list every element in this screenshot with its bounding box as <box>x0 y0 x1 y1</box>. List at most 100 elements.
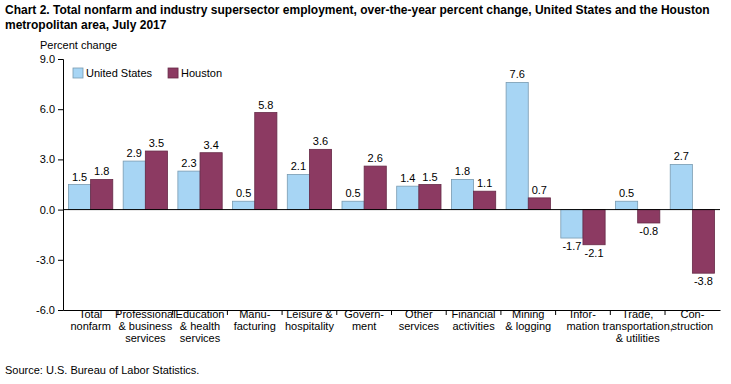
bar <box>397 186 419 209</box>
data-label: -1.7 <box>562 240 581 252</box>
x-tick-label: Trade,transportation,& utilities <box>603 308 673 344</box>
y-tick: 0.0 <box>40 204 63 216</box>
x-tick-label: Govern-ment <box>344 308 384 332</box>
x-tick: Govern-ment <box>344 308 384 332</box>
data-label: 2.3 <box>181 157 196 169</box>
legend-item: United States <box>73 67 153 79</box>
data-label: 5.8 <box>258 99 273 111</box>
y-tick-mark <box>58 109 63 110</box>
data-label: -3.8 <box>694 275 713 287</box>
x-tick-label: Totalnonfarm <box>70 308 110 332</box>
data-label: 0.7 <box>532 184 547 196</box>
bar <box>287 174 309 209</box>
bar <box>364 166 386 210</box>
y-tick-mark <box>58 210 63 211</box>
x-tick: Otherservices <box>399 308 440 332</box>
data-label: 1.5 <box>422 171 437 183</box>
x-tick: Con-struction <box>672 308 714 332</box>
x-tick: Infor-mation <box>566 308 599 332</box>
y-axis-line <box>58 60 64 311</box>
x-tick: Trade,transportation,& utilities <box>603 308 673 344</box>
bar <box>233 201 255 209</box>
bar <box>474 191 496 209</box>
legend: United States Houston <box>73 67 222 79</box>
category-divider <box>610 310 611 315</box>
bars <box>68 82 714 273</box>
legend-swatch <box>168 68 178 78</box>
x-tick-label: Education& healthservices <box>176 308 225 344</box>
category-divider <box>665 310 666 315</box>
y-tick: -6.0 <box>36 304 63 316</box>
legend-label: Houston <box>181 67 222 79</box>
x-tick-label: Financialactivities <box>452 308 496 332</box>
bar <box>506 82 528 209</box>
x-tick: Leisure &hospitality <box>285 308 334 332</box>
y-tick-mark <box>58 59 63 60</box>
y-tick: -3.0 <box>36 254 63 266</box>
category-divider <box>117 310 118 315</box>
data-label: 7.6 <box>510 68 525 80</box>
x-tick-label: Con-struction <box>672 308 714 332</box>
x-tick: Education& healthservices <box>176 308 225 344</box>
y-tick-label: 9.0 <box>40 53 55 65</box>
bar <box>583 210 605 245</box>
bar <box>692 210 714 274</box>
y-tick-label: -3.0 <box>36 254 55 266</box>
y-axis-title: Percent change <box>40 39 117 51</box>
title: Chart 2. Total nonfarm and industry supe… <box>5 3 710 32</box>
source: Source: U.S. Bureau of Labor Statistics. <box>5 364 199 376</box>
data-label: 0.5 <box>236 187 251 199</box>
data-label: -0.8 <box>639 225 658 237</box>
bar <box>638 210 660 223</box>
x-tick-label: Mining& logging <box>505 308 551 332</box>
bar <box>419 185 441 210</box>
plot: 1.52.92.30.52.10.51.41.87.6-1.70.52.71.8… <box>36 53 720 344</box>
x-tick: Mining& logging <box>505 308 551 332</box>
x-tick: Manu-facturing <box>234 308 276 332</box>
category-divider <box>391 310 392 315</box>
bar <box>200 153 222 210</box>
data-label: 3.6 <box>313 135 328 147</box>
bar <box>91 179 113 209</box>
data-label: 2.9 <box>127 147 142 159</box>
category-divider <box>500 310 501 315</box>
category-divider <box>227 310 228 315</box>
bar <box>309 149 331 209</box>
bar <box>451 179 473 209</box>
y-tick-label: 3.0 <box>40 153 55 165</box>
y-tick: 3.0 <box>40 153 63 165</box>
x-tick: Professional& businessservices <box>115 308 176 344</box>
category-divider <box>172 310 173 315</box>
y-axis: 9.0 6.0 3.0 0.0 -3.0 -6.0 <box>36 53 63 316</box>
data-label: -2.1 <box>585 247 604 259</box>
data-label: 1.8 <box>94 165 109 177</box>
y-tick-mark <box>58 310 63 311</box>
chart: Chart 2. Total nonfarm and industry supe… <box>0 0 731 384</box>
y-tick-label: 6.0 <box>40 103 55 115</box>
legend-item: Houston <box>168 67 222 79</box>
x-tick-label: Manu-facturing <box>234 308 276 332</box>
bar <box>528 198 550 210</box>
data-label: 1.8 <box>455 165 470 177</box>
y-tick-mark <box>58 260 63 261</box>
data-label: 1.5 <box>72 171 87 183</box>
x-tick-label: Professional& businessservices <box>115 308 176 344</box>
bar <box>68 185 90 210</box>
y-tick-mark <box>58 159 63 160</box>
data-label: 2.7 <box>674 150 689 162</box>
y-tick-label: 0.0 <box>40 204 55 216</box>
data-label: 2.6 <box>368 152 383 164</box>
x-tick-label: Leisure &hospitality <box>285 308 334 332</box>
bar <box>342 201 364 209</box>
x-tick: Totalnonfarm <box>70 308 110 332</box>
zero-line <box>63 209 720 210</box>
data-label: 0.5 <box>619 187 634 199</box>
bar <box>616 201 638 209</box>
category-divider <box>282 310 283 315</box>
bar <box>123 161 145 210</box>
data-label: 3.4 <box>203 139 218 151</box>
bar <box>145 151 167 210</box>
data-label: 1.4 <box>400 172 415 184</box>
data-label: 0.5 <box>345 187 360 199</box>
data-label: 3.5 <box>149 137 164 149</box>
